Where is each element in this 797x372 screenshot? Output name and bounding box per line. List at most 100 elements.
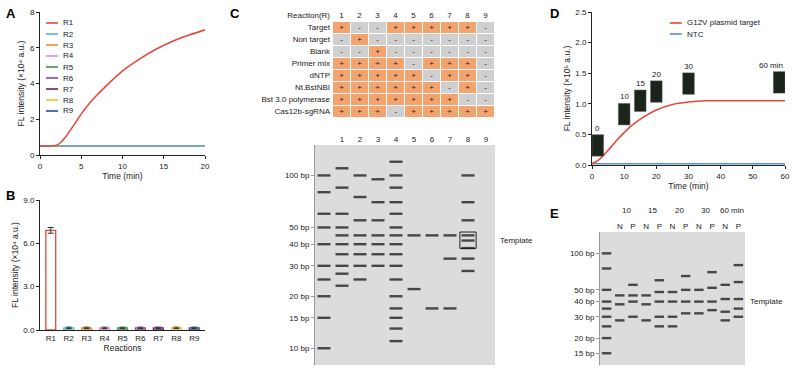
- svg-text:20: 20: [652, 70, 661, 79]
- svg-text:100 bp: 100 bp: [570, 249, 595, 258]
- svg-text:R1: R1: [63, 18, 74, 27]
- svg-text:4: 4: [30, 79, 35, 88]
- svg-text:8: 8: [30, 8, 35, 17]
- svg-text:R4: R4: [63, 51, 74, 60]
- svg-text:1: 1: [340, 135, 345, 144]
- svg-text:P: P: [709, 222, 714, 231]
- svg-text:FL intensity (×10⁵ a.u.): FL intensity (×10⁵ a.u.): [562, 46, 572, 132]
- svg-text:0: 0: [590, 172, 595, 181]
- svg-text:D: D: [550, 6, 559, 21]
- svg-text:40 bp: 40 bp: [574, 297, 595, 306]
- svg-text:R1: R1: [46, 334, 57, 343]
- svg-text:60: 60: [781, 172, 790, 181]
- svg-text:N: N: [670, 222, 676, 231]
- svg-text:R6: R6: [135, 334, 146, 343]
- svg-text:50 bp: 50 bp: [289, 223, 310, 232]
- svg-text:N: N: [617, 222, 623, 231]
- svg-text:N: N: [643, 222, 649, 231]
- svg-text:100 bp: 100 bp: [285, 171, 310, 180]
- svg-text:40: 40: [716, 172, 725, 181]
- svg-text:0: 0: [38, 162, 43, 171]
- svg-text:2.0: 2.0: [575, 38, 587, 47]
- svg-text:0: 0: [595, 124, 600, 133]
- svg-text:R9: R9: [189, 334, 200, 343]
- svg-text:50 bp: 50 bp: [574, 286, 595, 295]
- svg-text:R8: R8: [63, 96, 74, 105]
- svg-text:20: 20: [201, 162, 210, 171]
- svg-text:N: N: [696, 222, 702, 231]
- svg-text:3: 3: [376, 135, 381, 144]
- svg-text:15: 15: [648, 206, 657, 215]
- svg-text:30: 30: [684, 62, 693, 71]
- svg-text:15 bp: 15 bp: [574, 349, 595, 358]
- svg-text:6.0: 6.0: [23, 239, 35, 248]
- svg-text:A: A: [6, 6, 16, 21]
- svg-text:60 min: 60 min: [720, 206, 744, 215]
- svg-text:7: 7: [448, 135, 453, 144]
- svg-text:20: 20: [652, 172, 661, 181]
- svg-text:R4: R4: [99, 334, 110, 343]
- svg-text:P: P: [683, 222, 688, 231]
- svg-text:R7: R7: [63, 85, 74, 94]
- svg-text:R8: R8: [171, 334, 182, 343]
- svg-text:P: P: [736, 222, 741, 231]
- svg-text:Time (min): Time (min): [668, 181, 708, 191]
- svg-text:3.0: 3.0: [23, 282, 35, 291]
- svg-text:5: 5: [79, 162, 84, 171]
- svg-text:Time (min): Time (min): [102, 171, 142, 181]
- svg-text:8: 8: [466, 135, 471, 144]
- svg-text:20 bp: 20 bp: [289, 292, 310, 301]
- svg-text:30 bp: 30 bp: [574, 313, 595, 322]
- svg-text:40 bp: 40 bp: [289, 240, 310, 249]
- svg-text:1.5: 1.5: [575, 69, 587, 78]
- svg-text:NTC: NTC: [687, 30, 704, 39]
- svg-text:15: 15: [636, 79, 645, 88]
- svg-text:20 bp: 20 bp: [574, 334, 595, 343]
- svg-text:G12V plasmid target: G12V plasmid target: [687, 18, 761, 27]
- svg-text:10: 10: [118, 162, 127, 171]
- svg-text:2: 2: [30, 115, 35, 124]
- svg-text:15 bp: 15 bp: [289, 314, 310, 323]
- svg-text:E: E: [550, 206, 559, 221]
- svg-text:Template: Template: [750, 297, 783, 306]
- svg-text:P: P: [630, 222, 635, 231]
- svg-text:5: 5: [412, 135, 417, 144]
- svg-text:FL intensity (×10⁴ a.u.): FL intensity (×10⁴ a.u.): [16, 40, 26, 126]
- svg-text:20: 20: [675, 206, 684, 215]
- svg-text:Template: Template: [500, 236, 533, 245]
- svg-text:9.0: 9.0: [23, 196, 35, 205]
- svg-text:0: 0: [30, 151, 35, 160]
- svg-text:R6: R6: [63, 74, 74, 83]
- svg-text:10: 10: [620, 172, 629, 181]
- svg-text:R3: R3: [82, 334, 93, 343]
- svg-text:30: 30: [701, 206, 710, 215]
- svg-text:P: P: [657, 222, 662, 231]
- svg-text:2: 2: [358, 135, 363, 144]
- svg-text:60 min: 60 min: [759, 61, 783, 70]
- svg-text:0.5: 0.5: [575, 130, 587, 139]
- svg-text:15: 15: [159, 162, 168, 171]
- svg-text:1.0: 1.0: [575, 100, 587, 109]
- svg-text:0.0: 0.0: [575, 161, 587, 170]
- svg-text:6: 6: [430, 135, 435, 144]
- svg-text:4: 4: [394, 135, 399, 144]
- svg-text:R7: R7: [153, 334, 164, 343]
- svg-text:6: 6: [30, 44, 35, 53]
- svg-text:B: B: [6, 188, 15, 203]
- svg-text:Reactions: Reactions: [104, 343, 142, 353]
- svg-text:R9: R9: [63, 106, 74, 115]
- svg-text:R3: R3: [63, 41, 74, 50]
- svg-text:10: 10: [620, 92, 629, 101]
- svg-text:0.0: 0.0: [23, 326, 35, 335]
- svg-text:C: C: [230, 6, 240, 21]
- svg-text:2.5: 2.5: [575, 8, 587, 17]
- svg-text:50: 50: [748, 172, 757, 181]
- svg-text:30 bp: 30 bp: [289, 262, 310, 271]
- svg-text:10 bp: 10 bp: [289, 344, 310, 353]
- svg-text:FL intensity (×10⁴ a.u.): FL intensity (×10⁴ a.u.): [10, 222, 20, 308]
- svg-text:R5: R5: [117, 334, 128, 343]
- svg-text:N: N: [722, 222, 728, 231]
- svg-text:R2: R2: [64, 334, 75, 343]
- svg-text:R2: R2: [63, 30, 74, 39]
- svg-text:30: 30: [684, 172, 693, 181]
